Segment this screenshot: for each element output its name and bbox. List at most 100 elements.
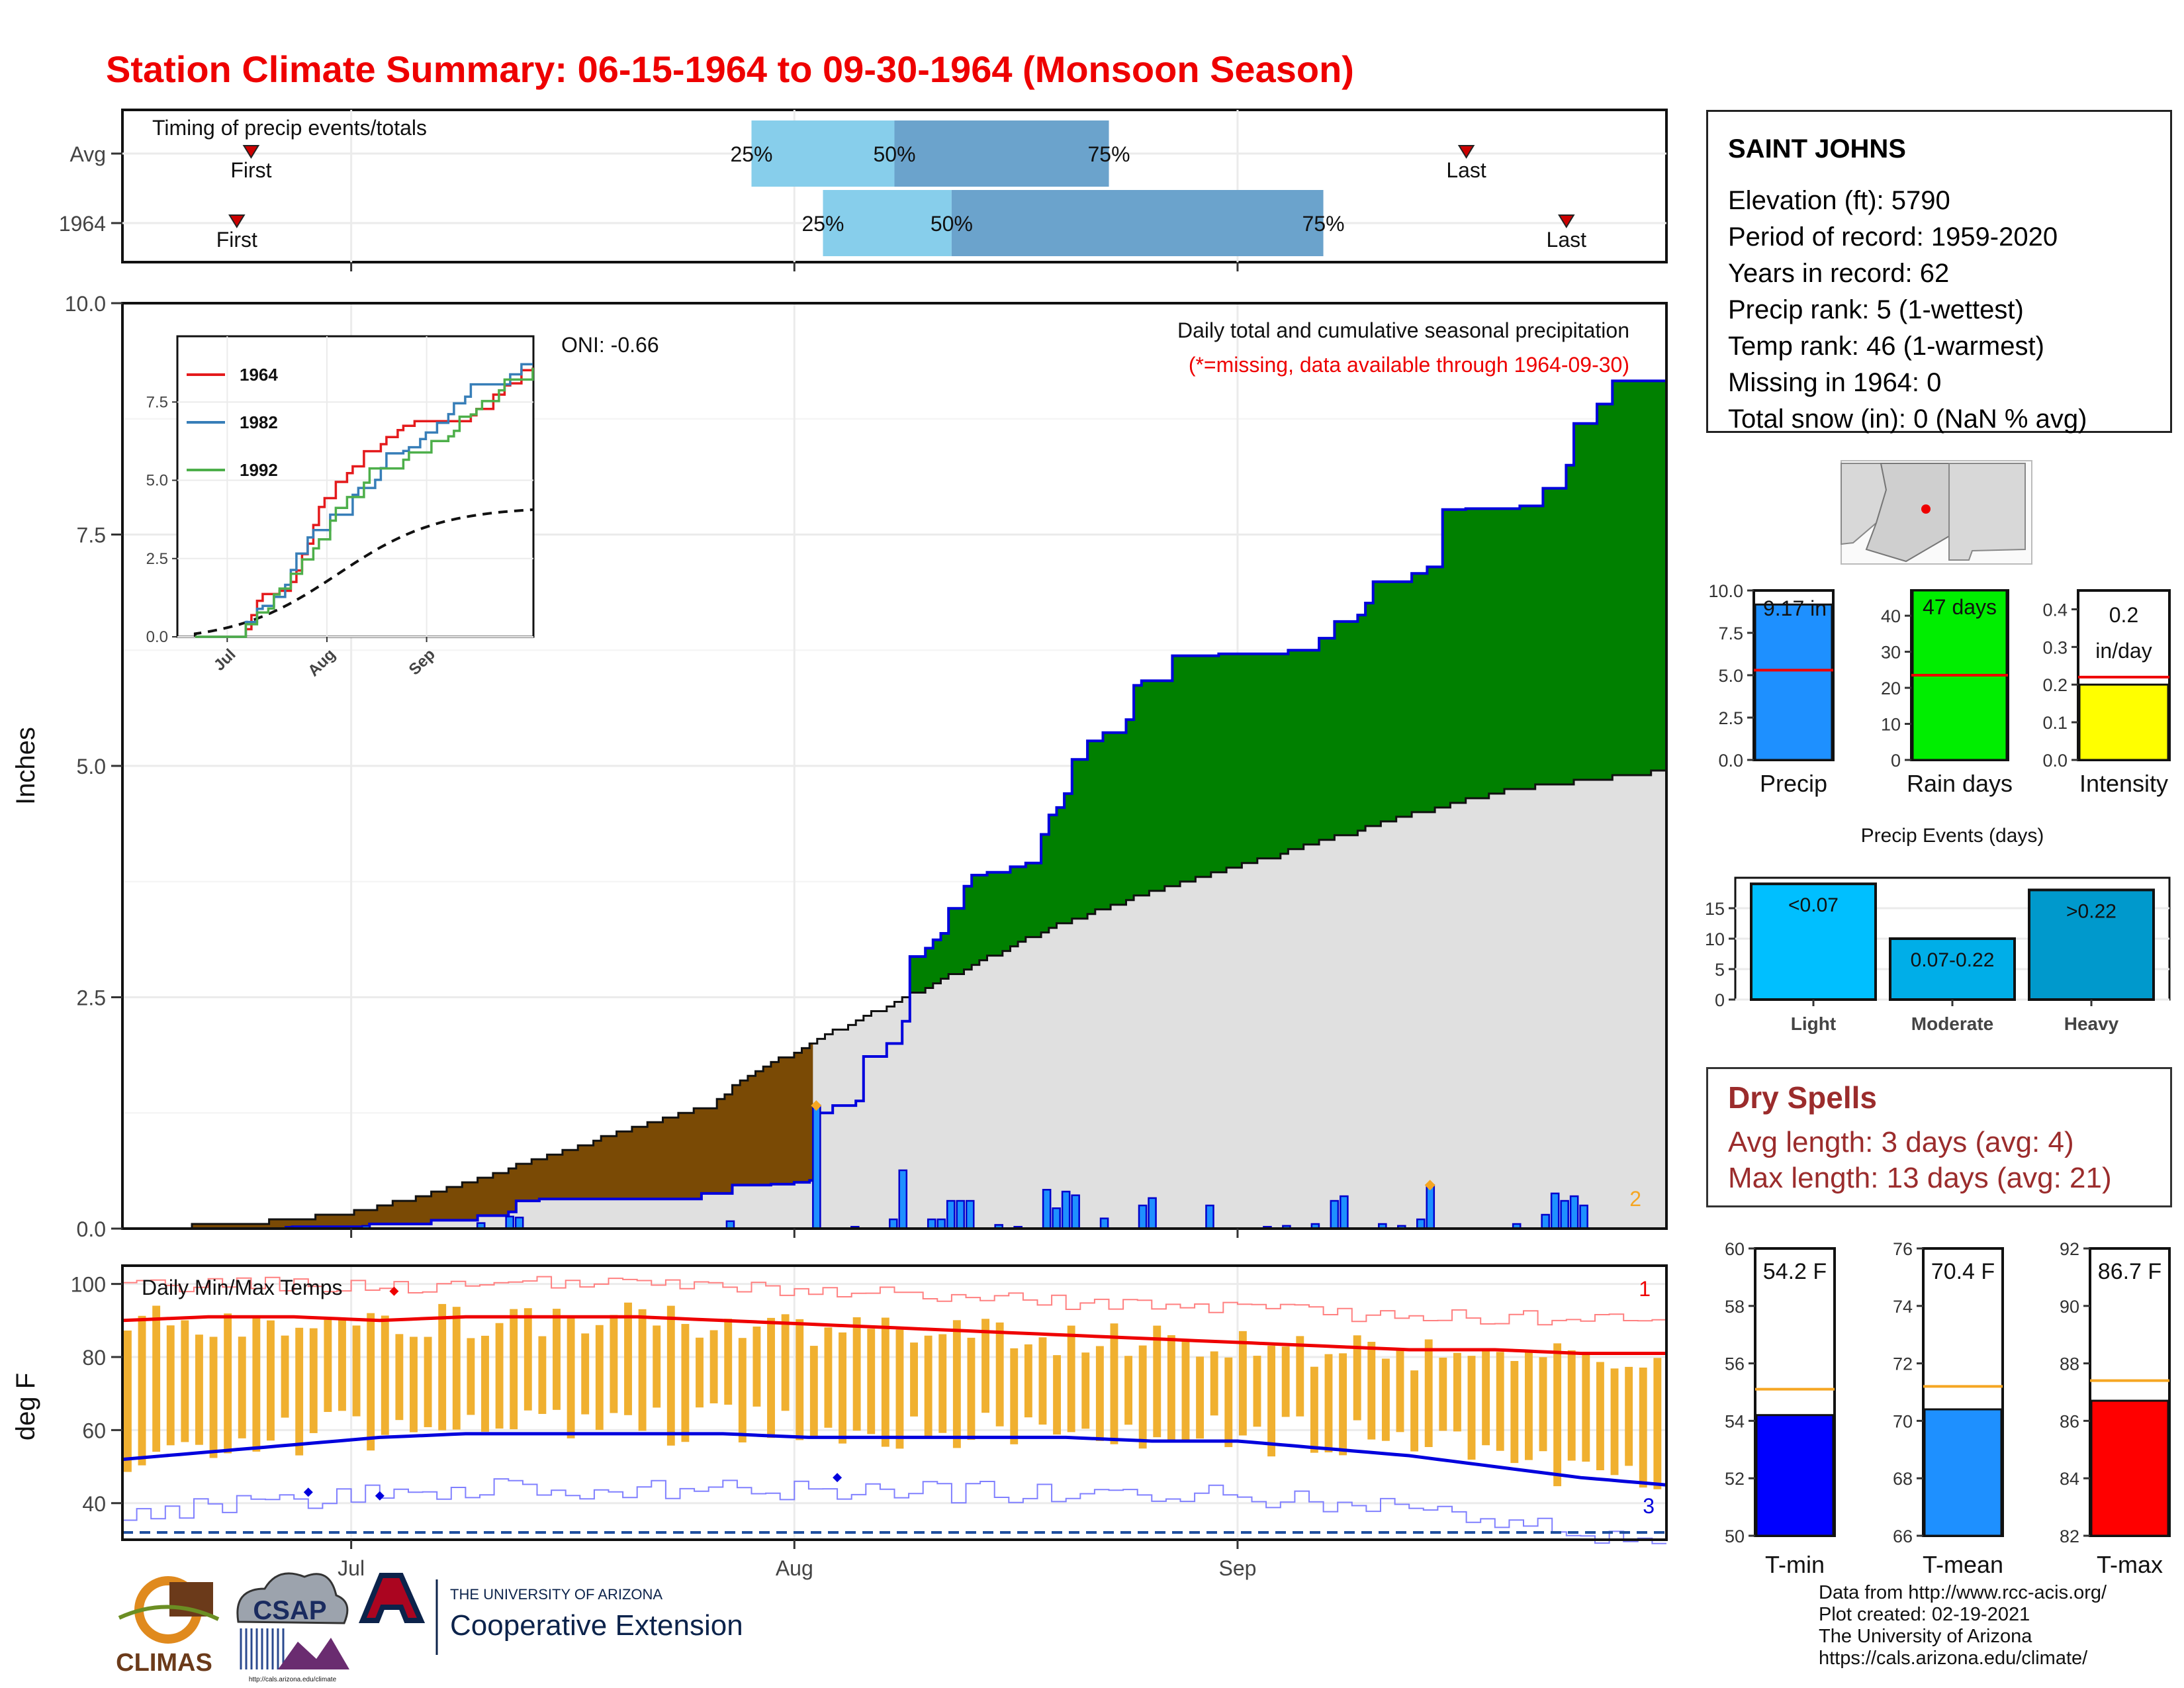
inset-y-tick-label: 0.0 (146, 628, 168, 646)
daily-precip-bar (936, 1218, 946, 1230)
daily-temp-bar (1367, 1342, 1376, 1440)
daily-temp-bar (1038, 1337, 1047, 1425)
temp-extreme-marker (389, 1286, 399, 1296)
daily-temp-bar (1010, 1348, 1019, 1444)
daily-temp-bar (1196, 1356, 1205, 1439)
timing-bar-low (751, 120, 895, 187)
daily-precip-bar (1052, 1207, 1061, 1230)
daily-temp-bar (709, 1330, 718, 1403)
dry-spells-box: Dry Spells Avg length: 3 days (avg: 4) M… (1706, 1067, 2172, 1207)
inset-series-line-1992 (195, 367, 534, 638)
timing-first-label: First (230, 158, 271, 182)
timing-p75-label: 75% (1088, 142, 1130, 166)
daily-temp-bar (138, 1315, 146, 1466)
daily-temp-bar (238, 1336, 246, 1438)
main-y-tick-label: 0.0 (77, 1217, 106, 1241)
ua-block-a-icon (359, 1573, 426, 1623)
average-line (122, 769, 1666, 1230)
station-precip-rank: Precip rank: 5 (1-wettest) (1728, 295, 2024, 324)
month-label: Sep (1218, 1556, 1256, 1580)
daily-temp-bar (252, 1317, 261, 1452)
daily-temp-bar (610, 1315, 618, 1413)
main-data-note: (*=missing, data available through 1964-… (1189, 353, 1629, 377)
temp-summary-label: T-mean (1923, 1551, 2003, 1578)
timing-bar-low (823, 190, 952, 256)
daily-temp-bar (1110, 1323, 1118, 1444)
event-bar-label: >0.22 (2066, 900, 2116, 922)
temp-summary-y-tick-label: 92 (2060, 1239, 2079, 1259)
inset-series-line-1982 (195, 363, 533, 638)
daily-precip-bar (1541, 1213, 1550, 1230)
summary-y-tick-label: 0.2 (2042, 675, 2068, 695)
daily-temp-bar (1381, 1358, 1390, 1441)
daily-precip-bar (898, 1169, 908, 1230)
cumulative-precip-panel: 0.0 2.5 5.0 7.5 10.0 Inches Daily total and cu… (11, 292, 1668, 1241)
daily-precip-bar (956, 1199, 966, 1230)
daily-temp-bar (1238, 1331, 1247, 1436)
daily-temp-bar (224, 1313, 232, 1454)
main-y-tick-label: 10.0 (65, 292, 106, 316)
daily-temp-bar (338, 1319, 346, 1411)
daily-temp-bar (495, 1323, 504, 1429)
timing-last-label: Last (1547, 228, 1587, 252)
daily-precip-bar (1569, 1195, 1579, 1230)
climas-logo-swoosh (118, 1605, 220, 1621)
daily-precip-bar (812, 1104, 821, 1230)
csap-url: http://cals.arizona.edu/climate (249, 1676, 337, 1683)
daily-temp-bar (124, 1331, 132, 1472)
daily-temp-bar (152, 1305, 161, 1452)
daily-temp-bar (995, 1322, 1004, 1427)
temp-summary-y-tick-label: 90 (2060, 1297, 2079, 1317)
summary-y-tick-label: 0.3 (2042, 637, 2068, 657)
precip-events-panel: Precip Events (days) 0 5 10 15 <0.07 Light 0.07… (1705, 825, 2171, 1034)
timing-p50-label: 50% (873, 142, 915, 166)
summary-y-tick-label: 0.0 (1718, 751, 1743, 771)
daily-temp-bar (1424, 1339, 1433, 1447)
daily-precip-bar (1340, 1195, 1349, 1230)
daily-temp-bar (267, 1320, 275, 1441)
main-y-tick-label: 5.0 (77, 755, 106, 778)
daily-temp-bar (1281, 1346, 1290, 1417)
temp-summary-y-tick-label: 70 (1893, 1411, 1913, 1431)
daily-temp-bar (595, 1325, 604, 1430)
daily-temp-bar (1524, 1351, 1533, 1460)
daily-temp-bar (1210, 1351, 1218, 1416)
daily-temp-bar (567, 1317, 575, 1438)
daily-temp-bar (424, 1336, 432, 1427)
daily-temp-bar (824, 1327, 833, 1428)
corner-value: 2 (1629, 1187, 1641, 1211)
events-title: Precip Events (days) (1861, 825, 2044, 847)
summary-y-tick-label: 10 (1881, 715, 1901, 735)
summary-y-tick-label: 0.4 (2042, 600, 2068, 620)
map-state-nm (1948, 463, 2026, 561)
daily-temp-bar (181, 1320, 189, 1442)
station-temp-rank: Temp rank: 46 (1-warmest) (1728, 332, 2044, 361)
timing-p75-label: 75% (1302, 212, 1345, 236)
summary-label-rain_days: Rain days (1907, 770, 2013, 797)
timing-bar-high (894, 120, 1109, 187)
daily-temp-bar (1181, 1341, 1190, 1441)
summary-y-tick-label: 7.5 (1718, 624, 1743, 643)
month-label: Aug (776, 1556, 813, 1580)
daily-temp-bar (1596, 1362, 1604, 1471)
oni-label: ONI: -0.66 (561, 333, 659, 357)
temp-y-tick-label: 100 (71, 1273, 106, 1297)
daily-temp-bar (324, 1319, 332, 1412)
temp-extreme-marker (833, 1473, 842, 1483)
temp-frame (121, 1264, 1668, 1541)
daily-temp-bar (1095, 1346, 1104, 1441)
max-precip-marker (811, 1100, 822, 1111)
daily-temp-bar (809, 1346, 818, 1438)
ua-name-text: THE UNIVERSITY OF ARIZONA (450, 1586, 662, 1603)
daily-precip-bar (1071, 1194, 1080, 1230)
station-years: Years in record: 62 (1728, 259, 1950, 288)
daily-precip-bar (1550, 1192, 1560, 1230)
cumulative-line (122, 379, 1668, 1230)
timing-last-marker (1558, 214, 1575, 228)
temp-summary-bar-t-max (2090, 1399, 2169, 1537)
inset-average-line (193, 508, 533, 637)
intensity-unit-label: in/day (2095, 639, 2152, 663)
timing-bar-high (951, 190, 1324, 256)
credit-line: The University of Arizona (1819, 1626, 2032, 1647)
